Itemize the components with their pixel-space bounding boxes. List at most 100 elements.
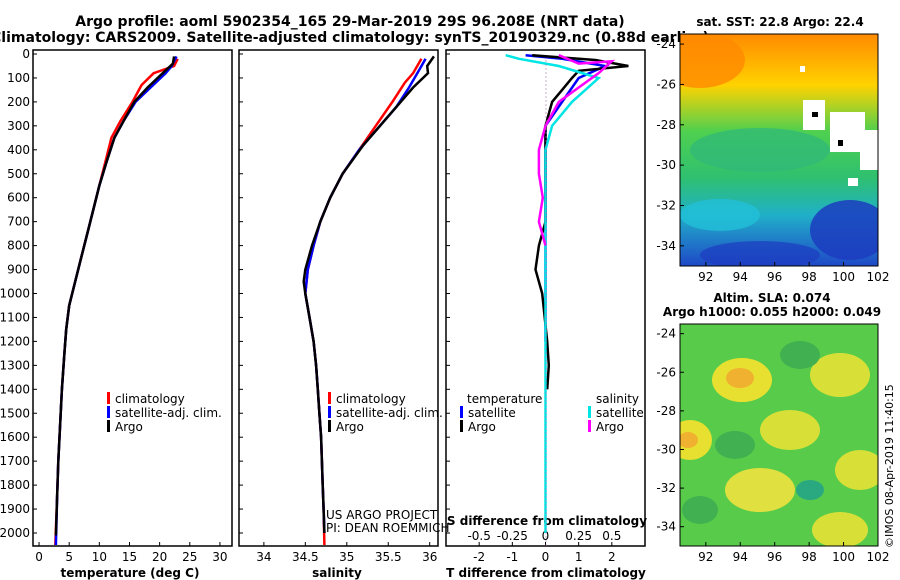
temperature-panel [32, 49, 233, 547]
title-line-1: Argo profile: aoml 5902354_165 29-Mar-20… [75, 14, 624, 30]
legend-label-satellite: satellite-adj. clim. [115, 406, 222, 420]
legend-label-temp-satellite: satellite [468, 406, 516, 420]
map-y-tick-label: -26 [656, 365, 676, 379]
imos-timestamp: ©IMOS 08-Apr-2019 11:40:15 [883, 384, 896, 548]
series-line-salinity-argo [537, 54, 616, 246]
cloud-mask [848, 178, 858, 186]
x-tick-label: 20 [152, 550, 167, 564]
sla-high [835, 450, 878, 490]
map-x-tick-label: 102 [867, 550, 890, 564]
legend-label-climatology: climatology [115, 392, 185, 406]
sst-cold-patch [700, 241, 820, 266]
sst-cool-patch [680, 199, 760, 231]
x-tick-label: 30 [212, 550, 227, 564]
depth-tick-label: 500 [7, 167, 30, 181]
sla-low [780, 341, 820, 369]
map-x-tick-label: 100 [832, 550, 855, 564]
credit-line-2: PI: DEAN ROEMMICH [326, 521, 449, 535]
depth-tick-label: 1000 [0, 287, 30, 301]
sst-map [680, 34, 878, 266]
sst-map-frame [679, 33, 879, 267]
depth-tick-label: 1600 [0, 430, 30, 444]
legend-swatch-temp-argo [460, 420, 463, 432]
legend-swatch-temp-satellite [460, 406, 463, 418]
s-diff-tick-label: -0.25 [497, 529, 528, 543]
x-tick-label: 10 [92, 550, 107, 564]
credit-line-1: US ARGO PROJECT [326, 508, 438, 522]
map-y-tick-label: -30 [656, 158, 676, 172]
map-y-tick-label: -24 [656, 327, 676, 341]
legend-head-temperature: temperature [467, 392, 542, 406]
map-x-tick-label: 92 [698, 550, 713, 564]
legend-swatch-sal-argo [588, 420, 591, 432]
map-y-tick-label: -28 [656, 404, 676, 418]
salinity-legend: climatology satellite-adj. clim. Argo [328, 392, 443, 434]
legend-swatch-satellite [328, 406, 331, 418]
series-line-argo [302, 55, 435, 534]
x-tick-label: 5 [65, 550, 73, 564]
sla-high [812, 512, 868, 546]
legend-swatch-climatology [107, 392, 110, 404]
x-tick-label: -2 [473, 550, 485, 564]
sla-high [725, 468, 795, 512]
depth-axis: 0 100 200 300 400 500 600 700 800 900 1000 1100 1200… [0, 47, 450, 540]
sla-low [715, 431, 755, 459]
s-diff-tick-label: 0 [542, 529, 550, 543]
sla-map [680, 324, 878, 546]
depth-tick-label: 100 [7, 71, 30, 85]
map-x-tick-label: 92 [698, 270, 713, 284]
x-tick-label: 1 [575, 550, 583, 564]
depth-tick-label: 1300 [0, 358, 30, 372]
x-tick-label: 35 [339, 550, 354, 564]
legend-head-salinity: salinity [596, 392, 639, 406]
x-axes: 0 5 10 15 20 25 30 34 34.5 35 35.5 36 -2 -1 0 1 2 -0.5 -0.… [35, 529, 621, 564]
sst-cool-patch [690, 128, 830, 172]
x-tick-label: 2 [608, 550, 616, 564]
map-x-tick-label: 100 [832, 270, 855, 284]
legend-swatch-satellite [107, 406, 110, 418]
s-diff-tick-label: -0.5 [467, 529, 490, 543]
map-x-tick-label: 94 [733, 270, 748, 284]
s-diff-tick-label: 0.25 [565, 529, 592, 543]
depth-tick-label: 900 [7, 263, 30, 277]
legend-swatch-argo [107, 420, 110, 432]
legend-swatch-sal-satellite [588, 406, 591, 418]
x-tick-label: 0 [542, 550, 550, 564]
map-axes: 92 94 96 98 100 102 -24 -26 -28 -30 -32 -34 92 94 96 98… [656, 37, 889, 564]
x-tick-label: 25 [182, 550, 197, 564]
sla-map-title-2: Argo h1000: 0.055 h2000: 0.049 [663, 305, 881, 319]
temperature-xlabel: temperature (deg C) [61, 566, 200, 580]
difference-legend: temperature satellite Argo salinity sate… [460, 392, 644, 434]
legend-label-climatology: climatology [336, 392, 406, 406]
map-x-tick-label: 98 [801, 550, 816, 564]
x-tick-label: 35.5 [375, 550, 402, 564]
sla-high [760, 410, 820, 450]
legend-label-argo: Argo [115, 420, 143, 434]
salinity-panel [238, 49, 439, 547]
series-line-argo [54, 56, 176, 536]
sla-map-title-1: Altim. SLA: 0.074 [713, 291, 830, 305]
depth-tick-label: 1700 [0, 454, 30, 468]
map-y-tick-label: -34 [656, 520, 676, 534]
sst-cold-patch [810, 200, 878, 260]
difference-xlabel: T difference from climatology [446, 566, 646, 580]
map-x-tick-label: 98 [801, 270, 816, 284]
cloud-mask [800, 66, 805, 72]
depth-tick-label: 1200 [0, 334, 30, 348]
x-tick-label: 34 [256, 550, 271, 564]
depth-tick-label: 800 [7, 239, 30, 253]
sla-low [796, 480, 824, 500]
cloud-mask [838, 140, 843, 146]
map-x-tick-label: 94 [733, 550, 748, 564]
cloud-mask [860, 130, 878, 170]
cloud-mask [830, 112, 865, 152]
sla-map-frame [679, 323, 879, 547]
x-tick-label: 34.5 [292, 550, 319, 564]
depth-tick-label: 700 [7, 215, 30, 229]
legend-swatch-argo [328, 420, 331, 432]
s-diff-tick-label: 0.5 [602, 529, 621, 543]
map-y-tick-label: -32 [656, 481, 676, 495]
sst-warm-patch [680, 34, 745, 88]
map-x-tick-label: 96 [767, 550, 782, 564]
